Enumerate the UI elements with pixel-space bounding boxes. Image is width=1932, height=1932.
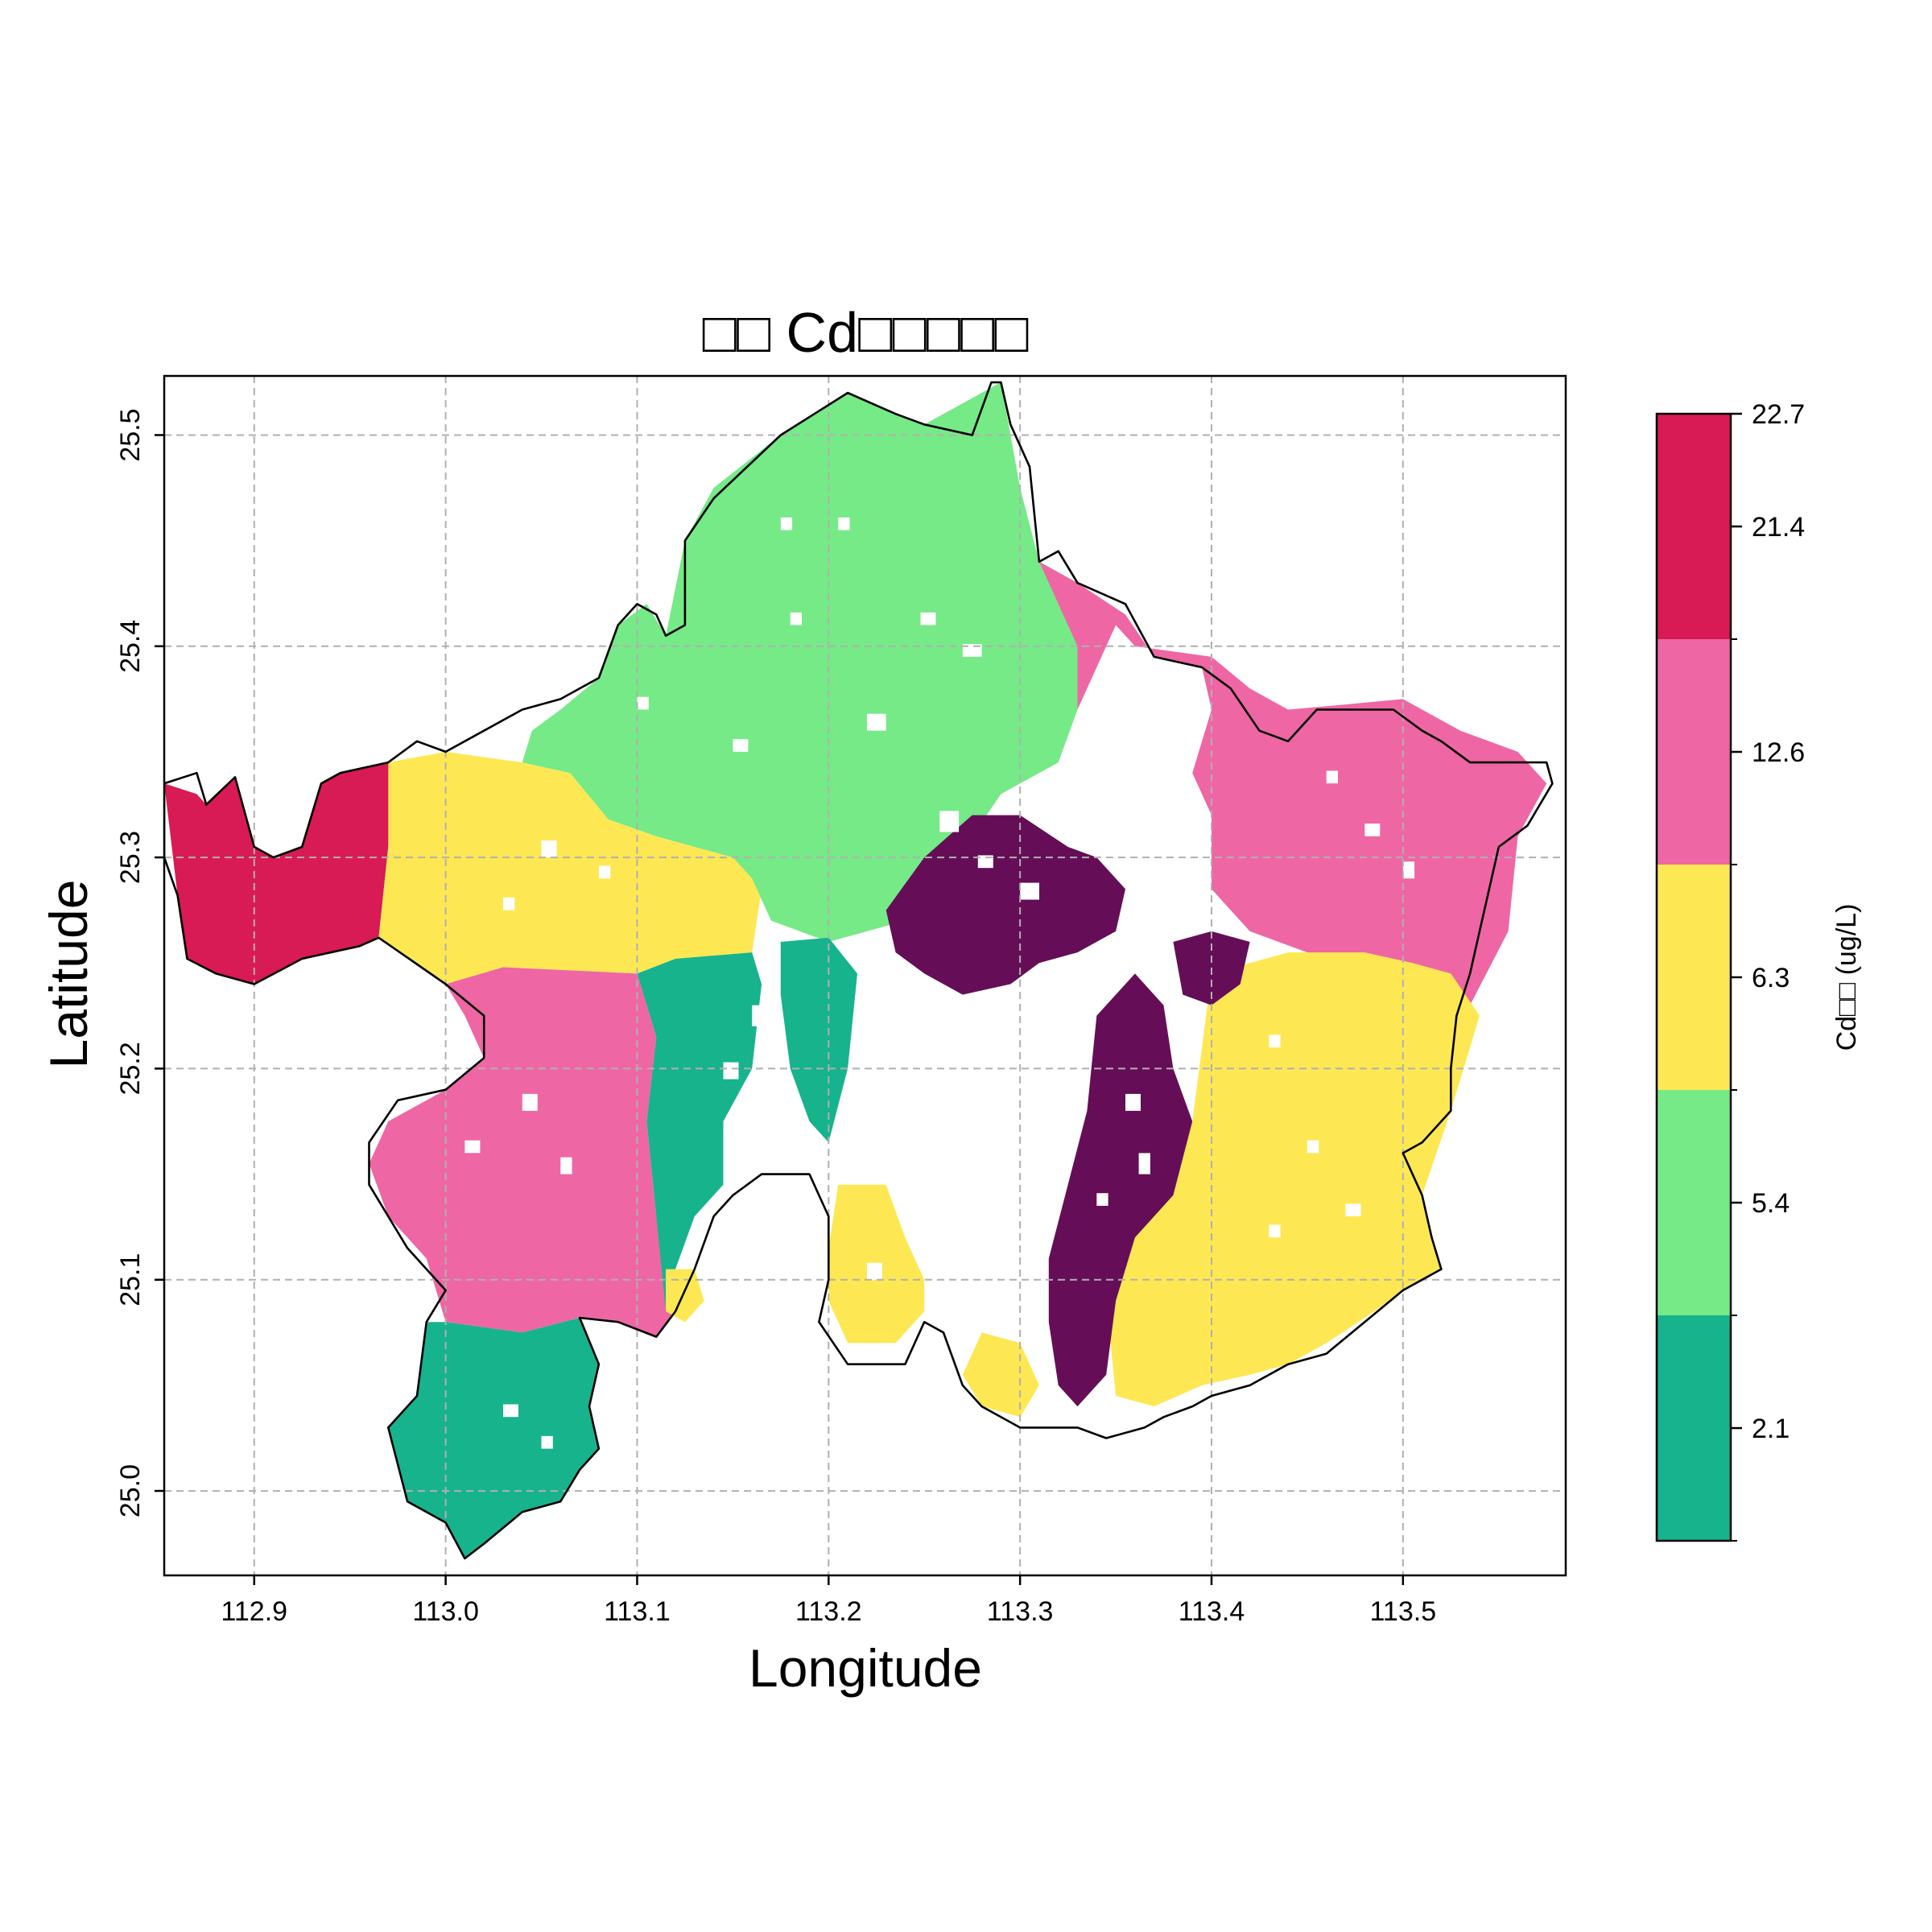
gridlines [164, 376, 1566, 1575]
no-data-cell [1096, 1193, 1108, 1206]
colorbar-band [1657, 639, 1731, 865]
no-data-cell [1020, 1127, 1043, 1154]
colorbar-tick-label: 6.3 [1752, 963, 1790, 993]
no-data-cell [962, 644, 982, 657]
no-data-cell [1402, 861, 1415, 879]
colorbar: 2.1 5.4 6.3 12.6 21.4 22.7 Cd□□ (ug/L) [1655, 399, 1862, 1542]
no-data-cell [464, 1140, 481, 1154]
plot-frame [163, 374, 1567, 1577]
no-data-cell [905, 1047, 925, 1069]
map-title: □□ Cd□□□□□ [703, 301, 1029, 364]
x-tick-label: 113.1 [604, 1596, 671, 1627]
x-tick-label: 112.9 [221, 1596, 288, 1627]
colorbar-ticks: 2.1 5.4 6.3 12.6 21.4 22.7 [1731, 399, 1805, 1542]
no-data-cell [790, 612, 802, 625]
no-data-cell [1138, 1153, 1150, 1174]
no-data-cell [723, 1062, 739, 1080]
no-data-cell [1269, 1224, 1281, 1238]
no-data-cell [503, 1404, 518, 1418]
x-tick-label: 113.4 [1179, 1596, 1245, 1627]
no-data-cell [637, 696, 649, 710]
x-tick-label: 113.0 [412, 1596, 479, 1627]
boundary-line [164, 381, 1554, 1560]
no-data-cell [541, 1435, 553, 1449]
region-west-yellow [378, 751, 762, 985]
no-data-cell [1269, 1034, 1281, 1048]
no-data-cell [752, 1005, 771, 1026]
county-boundary [164, 381, 1554, 1560]
no-data-cell [1326, 770, 1338, 784]
y-tick-label: 25.5 [115, 408, 146, 461]
x-axis-label: Longitude [749, 1638, 982, 1698]
no-data-cell [1364, 824, 1381, 836]
no-data-cell [1307, 1140, 1319, 1154]
no-data-cell [977, 855, 993, 869]
region-east-yellow [1106, 952, 1480, 1407]
region-southwest-pink [369, 967, 675, 1337]
region-south-teal-west [388, 1318, 599, 1558]
colorbar-band [1657, 865, 1731, 1090]
colorbar-tick-label: 22.7 [1752, 399, 1805, 430]
no-data-cell [866, 713, 886, 731]
no-data-cell [503, 897, 515, 910]
no-data-cell [780, 517, 793, 530]
no-data-cell [522, 1093, 538, 1111]
y-tick-label: 25.0 [115, 1464, 146, 1517]
no-data-cell [866, 1262, 882, 1280]
colorbar-bands [1657, 414, 1731, 1541]
x-tick-label: 113.5 [1370, 1596, 1437, 1627]
no-data-cells [464, 517, 1415, 1449]
no-data-cell [560, 1157, 572, 1174]
y-tick-label: 25.4 [115, 620, 146, 673]
colorbar-band [1657, 1315, 1731, 1541]
region-central-teal-2 [780, 937, 857, 1143]
region-west-crimson [164, 762, 398, 985]
colorbar-tick-label: 5.4 [1752, 1188, 1790, 1219]
no-data-cell [838, 517, 850, 530]
x-axis-ticks: 112.9 113.0 113.1 113.2 113.3 113.4 113.5 [221, 1575, 1437, 1627]
colorbar-band [1657, 414, 1731, 639]
no-data-cell [1345, 1203, 1361, 1216]
no-data-cell [920, 612, 936, 625]
colorbar-tick-label: 12.6 [1752, 737, 1805, 768]
concentration-regions [164, 382, 1547, 1558]
no-data-cell [733, 739, 749, 752]
region-central-teal [637, 952, 762, 1312]
y-tick-label: 25.2 [115, 1042, 146, 1095]
no-data-cell [1020, 882, 1039, 900]
colorbar-label: Cd□□ (ug/L) [1831, 904, 1862, 1051]
no-data-cell [943, 1110, 967, 1133]
y-axis-ticks: 25.0 25.1 25.2 25.3 25.4 25.5 [115, 408, 164, 1517]
y-axis-label: Latitude [39, 880, 98, 1069]
no-data-cell [598, 865, 611, 879]
map-plot-area: 112.9 113.0 113.1 113.2 113.3 113.4 113.5 25.0… [115, 374, 1567, 1627]
y-tick-label: 25.3 [115, 831, 146, 884]
x-tick-label: 113.2 [795, 1596, 862, 1627]
no-data-cell [541, 840, 557, 858]
colorbar-tick-label: 2.1 [1752, 1414, 1790, 1444]
region-purple-north [886, 815, 1125, 995]
colorbar-tick-label: 21.4 [1752, 512, 1805, 543]
y-tick-label: 25.1 [115, 1253, 146, 1307]
region-east-pink [1038, 561, 1547, 1005]
region-purple-south [1048, 973, 1193, 1407]
colorbar-band [1657, 1090, 1731, 1315]
region-south-yellow-small [666, 1269, 704, 1323]
no-data-cell [939, 811, 960, 832]
region-north-green [522, 382, 1088, 942]
no-data-cell [1125, 1093, 1141, 1111]
x-tick-label: 113.3 [987, 1596, 1054, 1627]
